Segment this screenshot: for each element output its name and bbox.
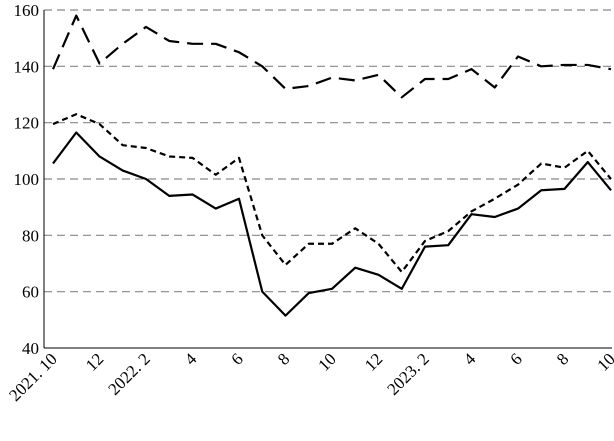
x-tick-label: 6 (227, 349, 246, 368)
series-line (52, 131, 612, 317)
y-tick-label: 120 (14, 114, 40, 133)
x-tick-label: 4 (181, 349, 201, 369)
series-line (52, 113, 612, 274)
y-tick-label: 160 (14, 1, 40, 20)
series-line (51, 14, 612, 99)
x-tick-label: 10 (314, 349, 339, 374)
x-tick-label: 4 (460, 349, 480, 369)
y-tick-label: 60 (22, 283, 39, 302)
x-tick-label: 8 (553, 349, 572, 368)
x-tick-label: 10 (593, 349, 614, 374)
y-tick-label: 140 (14, 57, 40, 76)
x-tick-label: 2023. 2 (383, 349, 432, 398)
x-tick-label: 12 (361, 349, 386, 374)
x-tick-label: 8 (274, 349, 293, 368)
x-tick-label: 12 (82, 349, 107, 374)
x-tick-label: 6 (506, 349, 525, 368)
x-tick-label: 2022. 2 (104, 349, 153, 398)
y-tick-label: 40 (22, 339, 39, 358)
y-tick-label: 100 (14, 170, 40, 189)
y-tick-label: 80 (22, 226, 39, 245)
